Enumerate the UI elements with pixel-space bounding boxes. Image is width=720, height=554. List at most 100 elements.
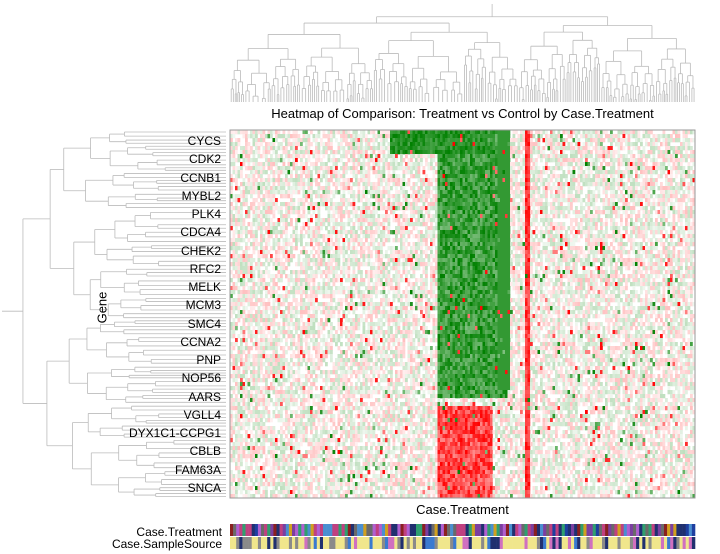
heatmap-cell xyxy=(672,234,676,239)
heatmap-cell xyxy=(465,130,468,135)
heatmap-cell xyxy=(565,174,568,179)
heatmap-cell xyxy=(265,142,268,147)
heatmap-cell xyxy=(530,154,533,159)
heatmap-cell xyxy=(515,174,518,179)
heatmap-cell xyxy=(407,166,411,171)
heatmap-cell xyxy=(347,150,351,155)
heatmap-cell xyxy=(397,218,401,223)
heatmap-cell xyxy=(635,214,638,219)
heatmap-cell xyxy=(372,130,376,135)
heatmap-cell xyxy=(287,238,291,243)
heatmap-cell xyxy=(397,138,401,143)
heatmap-cell xyxy=(485,190,488,195)
heatmap-cell xyxy=(627,162,631,167)
heatmap-cell xyxy=(530,186,533,191)
heatmap-cell xyxy=(362,230,366,235)
heatmap-cell xyxy=(330,158,333,163)
heatmap-cell xyxy=(342,186,346,191)
heatmap-cell xyxy=(297,150,301,155)
heatmap-cell xyxy=(477,210,481,215)
heatmap-cell xyxy=(625,166,628,171)
heatmap-cell xyxy=(445,158,448,163)
heatmap-cell xyxy=(652,226,656,231)
heatmap-cell xyxy=(342,226,346,231)
heatmap-cell xyxy=(260,210,263,215)
heatmap-cell xyxy=(440,170,443,175)
heatmap-cell xyxy=(682,170,686,175)
heatmap-cell xyxy=(347,222,351,227)
heatmap-cell xyxy=(605,218,608,223)
heatmap-cell xyxy=(575,178,578,183)
heatmap-cell xyxy=(432,166,436,171)
heatmap-cell xyxy=(572,154,576,159)
heatmap-cell xyxy=(485,166,488,171)
heatmap-cell xyxy=(457,170,461,175)
heatmap-cell xyxy=(332,154,336,159)
heatmap-cell xyxy=(290,202,293,207)
heatmap-cell xyxy=(587,178,591,183)
heatmap-cell xyxy=(580,210,583,215)
heatmap-cell xyxy=(660,182,663,187)
heatmap-cell xyxy=(260,182,263,187)
heatmap-cell xyxy=(275,198,278,203)
heatmap-cell xyxy=(272,206,276,211)
heatmap-cell xyxy=(605,222,608,227)
heatmap-cell xyxy=(537,210,541,215)
heatmap-cell xyxy=(377,222,381,227)
heatmap-cell xyxy=(317,142,321,147)
heatmap-cell xyxy=(602,230,606,235)
heatmap-cell xyxy=(232,142,236,147)
heatmap-cell xyxy=(277,134,281,139)
heatmap-cell xyxy=(437,214,441,219)
heatmap-cell xyxy=(530,202,533,207)
heatmap-cell xyxy=(522,130,526,135)
heatmap-cell xyxy=(302,210,306,215)
heatmap-cell xyxy=(390,146,393,151)
heatmap-cell xyxy=(372,166,376,171)
heatmap-cell xyxy=(492,198,496,203)
heatmap-cell xyxy=(432,130,436,135)
heatmap-cell xyxy=(517,186,521,191)
heatmap-cell xyxy=(567,166,571,171)
heatmap-cell xyxy=(282,182,286,187)
heatmap-cell xyxy=(682,166,686,171)
heatmap-cell xyxy=(352,166,356,171)
heatmap-cell xyxy=(420,186,423,191)
heatmap-cell xyxy=(447,202,451,207)
heatmap-cell xyxy=(317,234,321,239)
heatmap-cell xyxy=(620,154,623,159)
heatmap-cell xyxy=(467,202,471,207)
heatmap-cell xyxy=(485,134,488,139)
heatmap-cell xyxy=(687,186,691,191)
heatmap-cell xyxy=(502,134,506,139)
heatmap-cell xyxy=(440,194,443,199)
heatmap-cell xyxy=(540,130,543,135)
heatmap-cell xyxy=(680,222,683,227)
heatmap-cell xyxy=(367,174,371,179)
heatmap-cell xyxy=(425,158,428,163)
heatmap-cell xyxy=(457,150,461,155)
heatmap-cell xyxy=(585,230,588,235)
heatmap-cell xyxy=(620,214,623,219)
heatmap-cell xyxy=(432,174,436,179)
heatmap-cell xyxy=(617,130,621,135)
heatmap-cell xyxy=(442,218,446,223)
heatmap-cell xyxy=(475,182,478,187)
heatmap-cell xyxy=(650,226,653,231)
heatmap-cell xyxy=(470,134,473,139)
heatmap-cell xyxy=(405,194,408,199)
heatmap-cell xyxy=(630,154,633,159)
heatmap-cell xyxy=(580,202,583,207)
heatmap-cell xyxy=(275,146,278,151)
heatmap-cell xyxy=(487,194,491,199)
heatmap-cell xyxy=(340,226,343,231)
heatmap-cell xyxy=(327,230,331,235)
heatmap-cell xyxy=(350,218,353,223)
heatmap-cell xyxy=(322,146,326,151)
heatmap-cell xyxy=(572,186,576,191)
heatmap-cell xyxy=(345,222,348,227)
heatmap-cell xyxy=(265,134,268,139)
heatmap-cell xyxy=(685,138,688,143)
heatmap-cell xyxy=(662,218,666,223)
heatmap-cell xyxy=(500,146,503,151)
